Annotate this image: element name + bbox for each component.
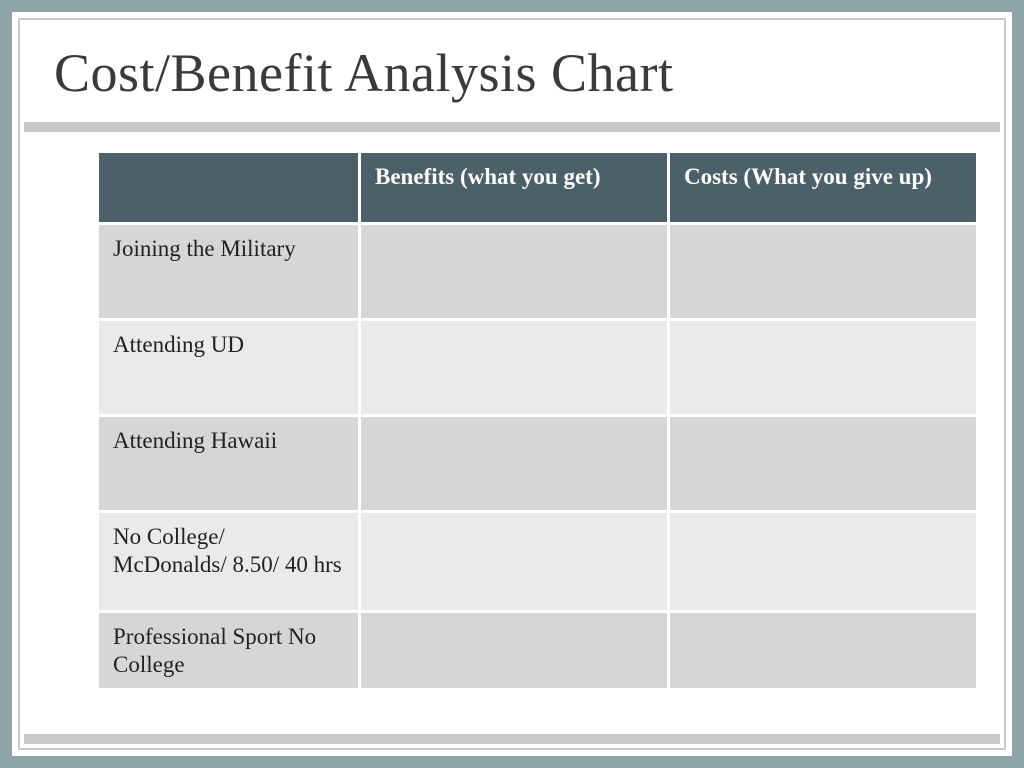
row-label: No College/ McDonalds/ 8.50/ 40 hrs: [98, 512, 360, 612]
cell-costs: [669, 512, 978, 612]
cell-benefits: [360, 416, 669, 512]
row-label: Attending Hawaii: [98, 416, 360, 512]
table-row: Professional Sport No College: [98, 612, 978, 690]
header-benefits: Benefits (what you get): [360, 152, 669, 224]
row-label: Joining the Military: [98, 224, 360, 320]
table-header-row: Benefits (what you get) Costs (What you …: [98, 152, 978, 224]
cell-costs: [669, 224, 978, 320]
row-label: Professional Sport No College: [98, 612, 360, 690]
row-label: Attending UD: [98, 320, 360, 416]
divider-bar: [24, 122, 1000, 132]
slide-frame: Cost/Benefit Analysis Chart Benefits (wh…: [18, 18, 1006, 750]
cell-benefits: [360, 224, 669, 320]
header-blank: [98, 152, 360, 224]
table-row: Attending UD: [98, 320, 978, 416]
bottom-divider-bar: [24, 734, 1000, 744]
header-costs: Costs (What you give up): [669, 152, 978, 224]
cell-benefits: [360, 612, 669, 690]
slide-outer: Cost/Benefit Analysis Chart Benefits (wh…: [12, 12, 1012, 756]
page-title: Cost/Benefit Analysis Chart: [54, 42, 970, 104]
table-row: Joining the Military: [98, 224, 978, 320]
cell-benefits: [360, 320, 669, 416]
cell-costs: [669, 416, 978, 512]
table-container: Benefits (what you get) Costs (What you …: [24, 132, 1000, 691]
cell-benefits: [360, 512, 669, 612]
cell-costs: [669, 612, 978, 690]
cell-costs: [669, 320, 978, 416]
title-area: Cost/Benefit Analysis Chart: [24, 24, 1000, 122]
table-row: No College/ McDonalds/ 8.50/ 40 hrs: [98, 512, 978, 612]
table-row: Attending Hawaii: [98, 416, 978, 512]
cost-benefit-table: Benefits (what you get) Costs (What you …: [96, 150, 979, 691]
